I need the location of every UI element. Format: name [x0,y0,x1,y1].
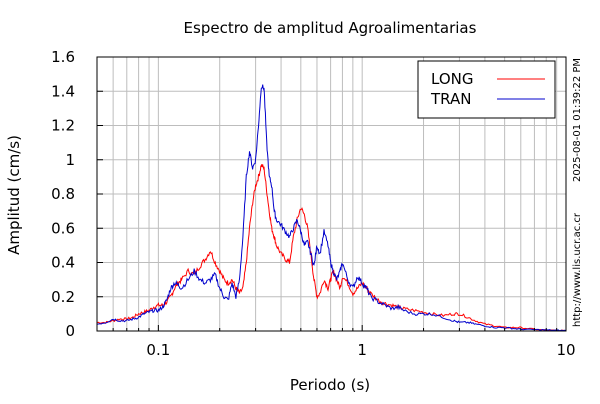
y-tick-label: 0.2 [51,288,75,306]
y-tick-label: 0.6 [51,219,75,237]
y-tick-label: 0 [65,322,75,340]
y-tick-label: 1.4 [51,82,75,100]
x-tick-label: 0.1 [146,341,170,359]
y-tick-label: 0.8 [51,185,75,203]
x-tick-label: 1 [357,341,367,359]
legend-label-tran: TRAN [430,90,471,108]
side-timestamp: 2025-08-01 01:39:22 PM [572,58,583,182]
legend-box [417,60,556,119]
x-tick-label: 10 [556,341,575,359]
chart-title: Espectro de amplitud Agroalimentarias [184,19,477,37]
series-layer [96,84,567,332]
side-url: http://www.lis.ucr.ac.cr [572,212,583,327]
legend-label-long: LONG [431,70,473,88]
x-axis-label: Periodo (s) [290,376,370,394]
y-tick-label: 1 [65,151,75,169]
y-tick-label: 1.6 [51,48,75,66]
y-tick-label: 0.4 [51,254,75,272]
y-axis-label: Amplitud (cm/s) [5,135,23,255]
legend: LONG TRAN [417,60,556,119]
series-line-tran [96,84,567,332]
y-tick-label: 1.2 [51,117,75,135]
series-line-long [96,164,567,332]
axis-layer: 0.1 1 10 0 0.2 0.4 0.6 0.8 1 1.2 1.4 1.6 [51,48,575,359]
